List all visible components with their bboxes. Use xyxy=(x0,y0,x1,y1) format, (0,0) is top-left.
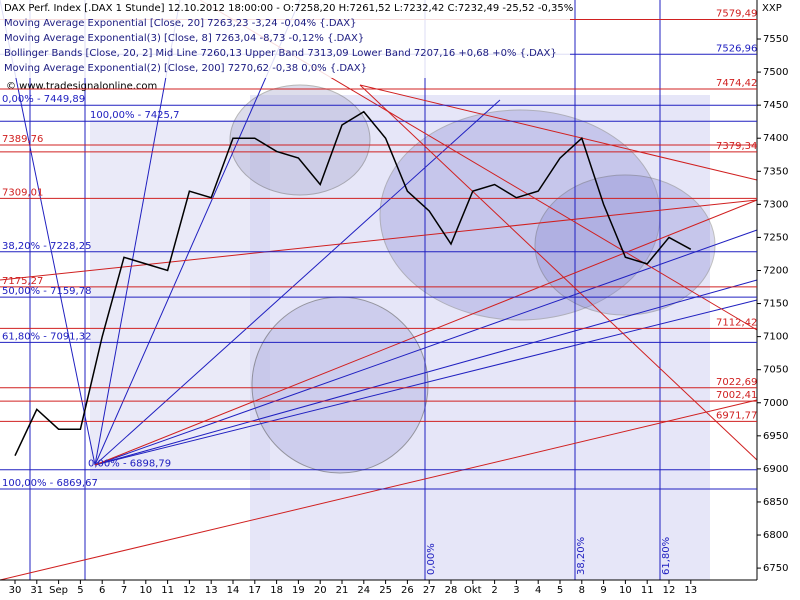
y-tick-label: 7150 xyxy=(763,299,788,310)
x-tick-label: 10 xyxy=(139,585,152,596)
y-tick-label: 7250 xyxy=(763,232,788,243)
x-tick-label: 13 xyxy=(684,585,697,596)
header-line: Moving Average Exponential(2) [Close, 20… xyxy=(4,63,367,74)
level-label: 61,80% - 7091,32 xyxy=(2,331,91,342)
y-tick-label: 6850 xyxy=(763,497,788,508)
shade xyxy=(90,120,270,480)
x-tick-label: 28 xyxy=(445,585,458,596)
y-tick-label: 7500 xyxy=(763,67,788,78)
x-tick-label: 7 xyxy=(121,585,127,596)
header-line: Bollinger Bands [Close, 20, 2] Mid Line … xyxy=(4,48,557,59)
fib-label: 61,80% xyxy=(661,537,672,575)
fan-lines xyxy=(0,0,758,581)
level-label: 0,00% - 6898,79 xyxy=(88,459,171,470)
x-tick-label: 12 xyxy=(183,585,196,596)
level-label: 100,00% - 7425,7 xyxy=(90,110,179,121)
x-tick-label: 4 xyxy=(535,585,541,596)
level-label: 7474,42 xyxy=(716,78,757,89)
x-tick-label: 12 xyxy=(663,585,676,596)
x-tick-label: 19 xyxy=(292,585,305,596)
x-tick-label: 5 xyxy=(557,585,563,596)
price-line xyxy=(14,110,692,456)
level-label: 7112,42 xyxy=(716,317,757,328)
fib-circle xyxy=(534,174,716,316)
level-label: 0,00% - 7449,89 xyxy=(2,94,85,105)
header-line: Moving Average Exponential [Close, 20] 7… xyxy=(4,18,356,29)
x-tick-label: 30 xyxy=(9,585,22,596)
shade xyxy=(250,95,710,580)
level-label: 7002,41 xyxy=(716,390,757,401)
fib-label: 0,00% xyxy=(426,543,437,575)
x-tick-label: 31 xyxy=(30,585,43,596)
x-tick-label: 3 xyxy=(513,585,519,596)
level-label: 7526,96 xyxy=(716,43,757,54)
y-tick-label: 7400 xyxy=(763,133,788,144)
y-tick-label: 7100 xyxy=(763,332,788,343)
header-bg xyxy=(0,0,570,78)
level-label: 7309,01 xyxy=(2,187,43,198)
header-line: Moving Average Exponential(3) [Close, 8]… xyxy=(4,33,364,44)
x-tick-label: 18 xyxy=(270,585,283,596)
y-tick-label: 7550 xyxy=(763,34,788,45)
fib-circle xyxy=(229,84,371,196)
level-label: 7579,49 xyxy=(716,9,757,20)
fib-label: 38,20% xyxy=(576,537,587,575)
x-tick-label: 11 xyxy=(641,585,654,596)
fib-circle xyxy=(251,296,429,474)
x-tick-label: 10 xyxy=(619,585,632,596)
x-tick-label: 17 xyxy=(248,585,261,596)
level-label: 7389,76 xyxy=(2,134,43,145)
y-tick-label: 7450 xyxy=(763,100,788,111)
x-tick-label: 9 xyxy=(600,585,606,596)
y-tick-label: 7300 xyxy=(763,199,788,210)
level-label: 6971,77 xyxy=(716,410,757,421)
y-tick-label: 6950 xyxy=(763,431,788,442)
header-line: DAX Perf. Index [.DAX 1 Stunde] 12.10.20… xyxy=(4,3,573,14)
x-tick-label: Sep xyxy=(49,585,68,596)
x-tick-label: 14 xyxy=(227,585,240,596)
y-tick-label: 7200 xyxy=(763,265,788,276)
level-label: 100,00% - 6869,67 xyxy=(2,478,98,489)
watermark: © www.tradesignalonline.com xyxy=(6,81,157,92)
x-tick-label: 13 xyxy=(205,585,218,596)
x-tick-label: 11 xyxy=(161,585,174,596)
x-tick-label: 2 xyxy=(491,585,497,596)
x-tick-label: 8 xyxy=(579,585,585,596)
level-label: 7022,69 xyxy=(716,377,757,388)
x-tick-label: 6 xyxy=(99,585,105,596)
axis-label: XXP xyxy=(762,3,782,14)
y-tick-label: 6750 xyxy=(763,563,788,574)
level-label: 7379,34 xyxy=(716,141,757,152)
x-tick-label: 5 xyxy=(77,585,83,596)
x-tick-label: 20 xyxy=(314,585,327,596)
y-tick-label: 7350 xyxy=(763,166,788,177)
x-tick-label: 21 xyxy=(336,585,349,596)
y-tick-label: 6800 xyxy=(763,530,788,541)
level-label: 7175,27 xyxy=(2,276,43,287)
x-tick-label: 25 xyxy=(379,585,392,596)
x-tick-label: 24 xyxy=(357,585,370,596)
x-tick-label: 26 xyxy=(401,585,414,596)
y-tick-label: 7000 xyxy=(763,398,788,409)
y-tick-label: 7050 xyxy=(763,365,788,376)
y-tick-label: 6900 xyxy=(763,464,788,475)
level-label: 38,20% - 7228,25 xyxy=(2,241,91,252)
level-label: 50,00% - 7159,78 xyxy=(2,286,91,297)
x-tick-label: 27 xyxy=(423,585,436,596)
x-tick-label: Okt xyxy=(464,585,482,596)
